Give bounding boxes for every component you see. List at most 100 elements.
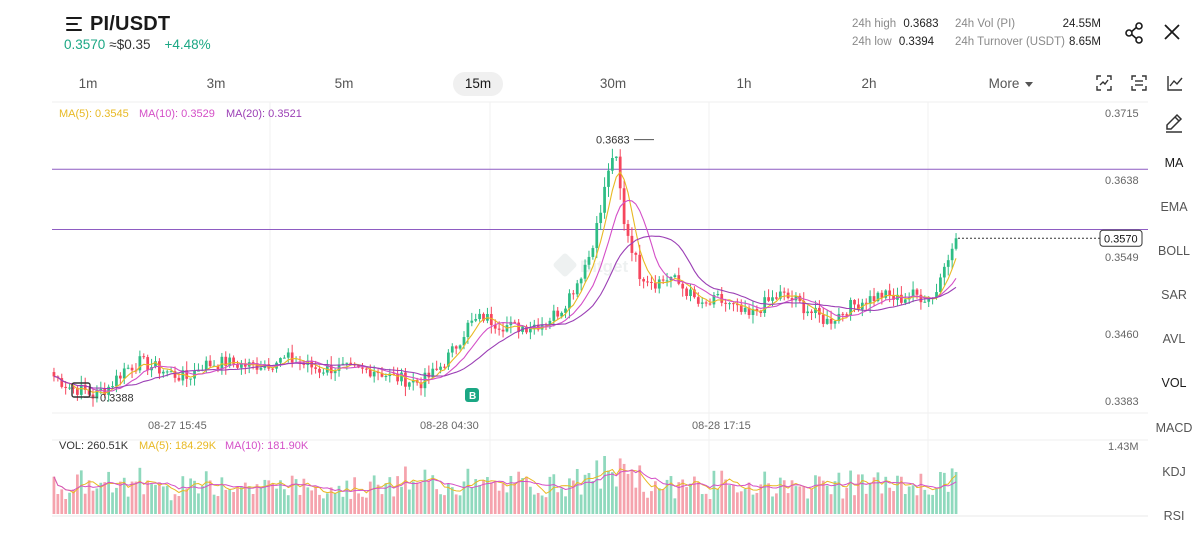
volume-bar [314, 486, 317, 514]
volume-bar [708, 498, 712, 514]
close-icon[interactable] [1163, 23, 1181, 41]
candle-body [954, 238, 958, 249]
volume-bar [95, 488, 99, 514]
volume-bar [68, 492, 71, 514]
candle-body [759, 311, 763, 314]
volume-bar [915, 495, 919, 514]
volume-bar [739, 491, 743, 514]
candle-body [716, 294, 720, 296]
candle-body [298, 362, 302, 364]
candle-body [224, 356, 228, 366]
indicator-ema[interactable]: EMA [1160, 200, 1188, 214]
tab-30m[interactable]: 30m [599, 76, 627, 91]
volume-bar [650, 491, 653, 514]
tab-more[interactable]: More [980, 72, 1042, 96]
indicator-sar[interactable]: SAR [1161, 288, 1187, 302]
indicator-macd[interactable]: MACD [1155, 421, 1193, 435]
candle-body [251, 362, 255, 364]
volume-bar [884, 476, 888, 514]
indicator-avl[interactable]: AVL [1162, 332, 1186, 346]
stat-label: 24h low [852, 36, 892, 48]
candle-body [407, 382, 411, 387]
volume-bar [142, 494, 146, 514]
volume-bar [462, 481, 466, 514]
volume-bar [306, 487, 310, 514]
pair-title[interactable]: PI/USDT [90, 13, 171, 35]
indicator-rsi[interactable]: RSI [1163, 509, 1185, 523]
volume-bar [251, 493, 255, 514]
tab-15m[interactable]: 15m [453, 72, 503, 96]
candle-body [361, 367, 364, 369]
price-chart[interactable]: Bitget MA(5): 0.3545 MA(10): 0.3529 MA(2… [0, 100, 1150, 540]
volume-bar [669, 476, 673, 514]
buy-marker[interactable]: B [465, 388, 479, 402]
candle-body [693, 289, 696, 298]
volume-bar [599, 488, 603, 514]
indicator-ma[interactable]: MA [1164, 156, 1184, 170]
volume-bar [64, 498, 68, 514]
chart-settings-icon[interactable] [1130, 74, 1148, 92]
candle-body [630, 235, 634, 253]
volume-bar [759, 484, 763, 514]
volume-bar [146, 480, 150, 514]
candle-body [591, 248, 595, 257]
draw-pencil-icon[interactable] [1163, 112, 1185, 134]
candle-body [853, 299, 856, 305]
indicator-vol[interactable]: VOL [1161, 376, 1187, 390]
volume-bar [747, 482, 751, 514]
candle-body [447, 352, 450, 367]
tab-3m[interactable]: 3m [206, 76, 226, 91]
volume-bar [364, 497, 368, 514]
volume-bar [564, 496, 567, 514]
candle-body [181, 370, 185, 381]
candle-body [849, 299, 852, 316]
y-tick: 0.3383 [1105, 396, 1139, 408]
candle-body [130, 367, 134, 371]
tab-1h[interactable]: 1h [736, 76, 752, 91]
share-icon[interactable] [1124, 22, 1144, 44]
volume-bar [126, 496, 130, 514]
candle-body [372, 371, 376, 377]
candle-body [939, 277, 942, 293]
indicator-boll[interactable]: BOLL [1158, 244, 1190, 258]
volume-bar [954, 471, 958, 514]
candle-body [696, 297, 700, 304]
volume-bar [919, 473, 923, 514]
volume-bar [767, 483, 770, 514]
horizontal-lines[interactable] [52, 168, 1148, 231]
ma10-line [53, 199, 957, 392]
indicator-kdj[interactable]: KDJ [1162, 465, 1186, 479]
candle-body [568, 293, 571, 309]
candle-body [712, 295, 716, 305]
stat-label: 24h Turnover (USDT) [955, 36, 1065, 48]
candle-body [103, 388, 107, 395]
tab-1m[interactable]: 1m [78, 76, 98, 91]
candle-body [556, 310, 560, 317]
candle-body [380, 373, 384, 377]
volume-bar [786, 493, 790, 514]
indicator-sidebar: MA EMA BOLL SAR AVL VOL MACD KDJ RSI [1150, 100, 1200, 540]
volume-bar [177, 496, 181, 514]
candle-body [868, 296, 872, 304]
candle-body [681, 283, 685, 289]
tab-2h[interactable]: 2h [861, 76, 877, 91]
chart-type-icon[interactable] [1095, 74, 1113, 92]
candle-body [837, 313, 841, 322]
volume-bar [552, 474, 556, 514]
volume-bar [87, 480, 91, 514]
volume-bar [630, 469, 634, 514]
tab-5m[interactable]: 5m [334, 76, 354, 91]
volume-bar [435, 489, 439, 514]
volume-bar [677, 482, 681, 514]
volume-bar [134, 481, 138, 514]
candle-body [91, 394, 95, 399]
volume-bar [447, 483, 450, 514]
volume-bar [900, 476, 903, 514]
indicator-icon[interactable] [1166, 74, 1184, 92]
candle-body [482, 313, 485, 321]
candle-body [653, 282, 657, 289]
candle-body [611, 158, 614, 171]
candle-body [751, 309, 755, 316]
menu-icon[interactable] [66, 17, 82, 31]
candle-body [876, 292, 880, 301]
